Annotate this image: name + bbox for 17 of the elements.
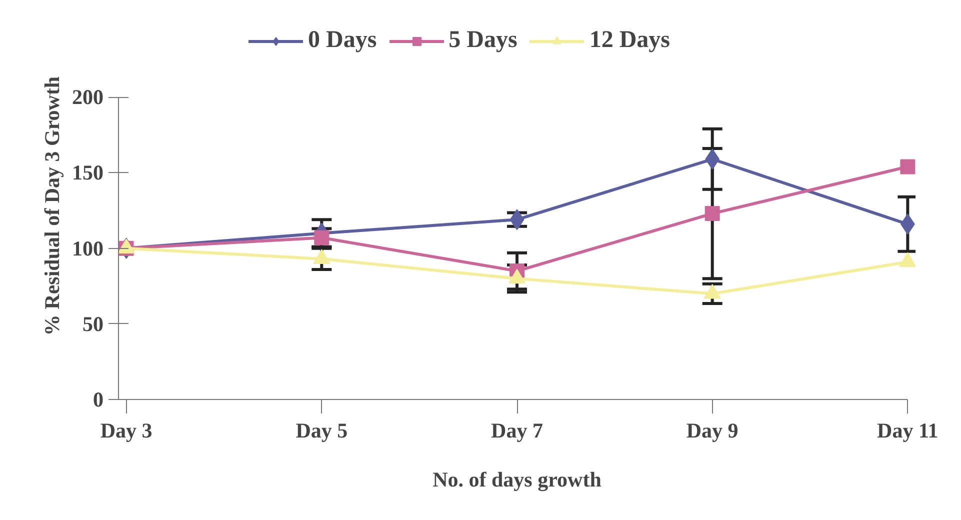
legend-label: 12 Days — [589, 27, 670, 54]
legend-label: 5 Days — [448, 27, 518, 54]
y-tick-label: 150 — [72, 160, 104, 185]
y-tick-label: 100 — [72, 236, 104, 260]
legend-label: 0 Days — [308, 27, 377, 54]
x-tick-label: Day 7 — [491, 418, 543, 442]
x-tick-label: Day 3 — [100, 418, 152, 442]
y-axis-title: % Residual of Day 3 Growth — [40, 76, 64, 336]
x-tick-label: Day 5 — [296, 418, 348, 442]
y-tick-label: 200 — [72, 85, 104, 110]
x-tick-label: Day 11 — [877, 418, 938, 442]
y-tick-label: 50 — [82, 312, 104, 336]
x-axis-title: No. of days growth — [432, 468, 602, 492]
x-tick-label: Day 9 — [686, 418, 738, 442]
point — [900, 159, 916, 174]
y-tick-label: 0 — [93, 388, 104, 412]
point — [704, 206, 720, 222]
